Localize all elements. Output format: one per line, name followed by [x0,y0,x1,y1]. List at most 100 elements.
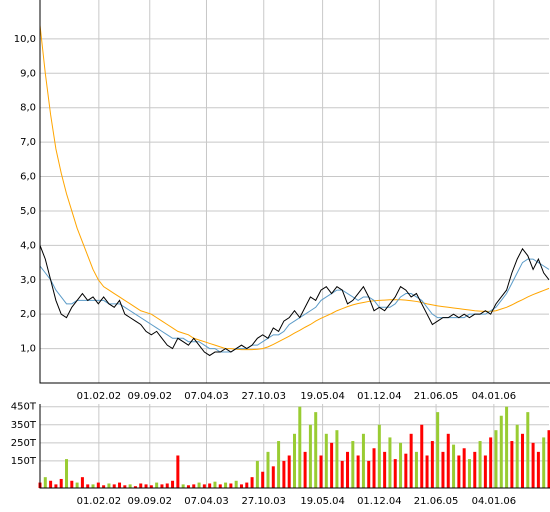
volume-bar [404,453,408,488]
volume-bar [234,480,238,488]
y-tick-label: 7,0 [20,137,36,148]
volume-bar [282,460,286,488]
volume-bar [266,451,270,488]
volume-bar [346,451,350,488]
volume-bar [462,448,466,488]
volume-bar [409,433,413,488]
volume-bar [361,433,365,488]
volume-bar [160,484,164,488]
y-tick-label: 350T [11,420,37,431]
volume-bar [144,484,148,488]
volume-bar [483,455,487,488]
y-tick-label: 450T [11,402,37,413]
y-tick-label: 4,0 [20,240,36,251]
axis [39,404,550,489]
volume-bar [213,481,217,488]
volume-bar [123,485,127,488]
volume-bar [261,471,265,488]
y-tick-label: 9,0 [20,68,36,79]
volume-bar [224,482,228,488]
volume-bar [287,455,291,488]
volume-bar [330,442,334,488]
volume-bar [293,433,296,488]
volume-bar [542,437,546,488]
x-tick-label: 07.04.03 [184,391,229,402]
volume-bar [86,484,90,488]
volume-bar [102,485,106,488]
volume-bar [536,451,540,488]
volume-bar [128,484,132,488]
x-tick-label: 01.12.04 [357,496,402,507]
x-tick-label: 04.01.06 [472,496,517,507]
volume-bar [218,484,222,488]
volume-bar [414,451,418,488]
price-line [39,258,550,353]
axis [39,0,550,384]
volume-bar [467,459,471,488]
volume-bar [255,460,259,488]
volume-bar [499,415,503,488]
volume-bar [393,459,397,488]
volume-bar [335,430,339,488]
volume-bar [75,482,79,488]
x-tick-label: 01.02.02 [77,391,122,402]
volume-bar [430,441,434,488]
volume-bar [388,437,392,488]
volume-bar [372,448,376,488]
volume-bar [441,451,445,488]
volume-bar [165,483,169,488]
volume-bar [239,484,243,488]
volume-bar [494,430,498,488]
volume-bar [298,406,302,488]
volume-bar [65,459,69,488]
volume-bar [112,484,116,488]
volume-bar [133,486,137,488]
volume-bar [181,484,185,488]
volume-bar [139,483,143,488]
volume-bar [49,480,53,488]
volume-bar [107,483,111,488]
volume-bar [96,482,100,488]
volume-bar [277,441,281,488]
volume-bar [425,455,429,488]
price-line [39,25,550,351]
volume-bar [43,477,47,488]
volume-bar [303,451,307,488]
x-tick-label: 04.01.06 [472,391,517,402]
volume-bar [377,424,381,488]
y-tick-label: 150T [11,456,37,467]
volume-bar [399,442,403,488]
volume-bar [186,485,190,488]
volume-bar [250,477,254,488]
volume-bar [446,433,450,488]
volume-bar [515,424,519,488]
volume-bar [245,482,249,488]
y-tick-label: 250T [11,438,37,449]
volume-bar [526,412,530,488]
volume-bar [171,480,175,488]
x-tick-label: 27.10.03 [241,391,286,402]
y-tick-label: 8,0 [20,103,36,114]
volume-bar [70,480,74,488]
volume-bar [478,441,482,488]
y-tick-label: 3,0 [20,275,36,286]
volume-bar [351,441,355,488]
volume-bar [319,455,323,488]
x-tick-label: 21.06.05 [414,496,459,507]
volume-bar [452,444,456,488]
volume-bar [383,451,387,488]
volume-bar [436,412,440,488]
volume-bar [324,433,328,488]
volume-bar [271,466,275,488]
volume-bar [367,460,371,488]
y-tick-label: 6,0 [20,172,36,183]
volume-bar [308,424,312,488]
volume-bar [149,485,153,488]
volume-bar [340,460,344,488]
volume-bar [420,424,424,488]
volume-bar [208,483,212,488]
volume-bar [314,412,318,488]
volume-bar [155,482,159,488]
